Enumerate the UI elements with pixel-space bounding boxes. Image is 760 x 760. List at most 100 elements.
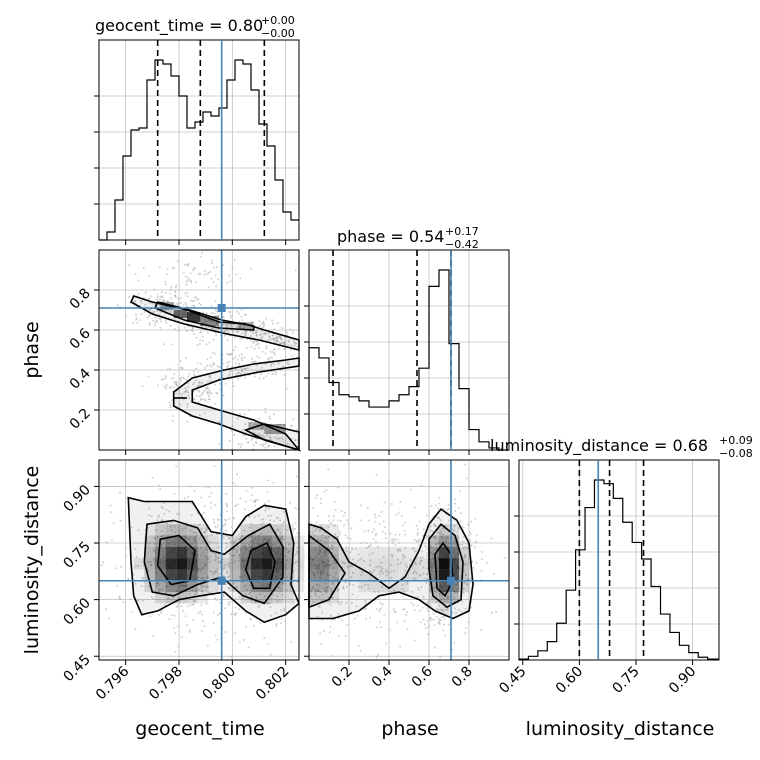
dist-phase-sample-0-324: [463, 554, 466, 557]
phase-geocent-sample-5-28: [251, 436, 254, 439]
phase-geocent-sample-0-3: [133, 300, 136, 303]
dist-phase-sample-0-59: [475, 561, 478, 564]
dist-phase-density-42: [389, 546, 399, 559]
dist-phase-sample-2-54: [418, 574, 421, 577]
dist-phase-sample-1-176: [326, 572, 329, 575]
dist-geocent-sample-1-328: [258, 538, 261, 541]
phase-geocent-sample-2-20: [239, 326, 241, 329]
dist-phase-sample-0-306: [459, 520, 462, 523]
dist-geocent-density-51: [229, 535, 241, 547]
dist-phase-sample-1-121: [319, 591, 322, 593]
dist-geocent-sample-0-52: [181, 584, 184, 587]
dist-geocent-sample-1-58: [264, 595, 267, 598]
phase-geocent-sample-2-93: [255, 355, 258, 358]
dist-phase-sample-2-36: [422, 618, 425, 621]
phase-geocent-sample-1-84: [136, 321, 139, 324]
dist-phase-sample-2-254: [406, 611, 408, 613]
dist-geocent-sample-0-214: [216, 638, 219, 641]
phase-geocent-sample-1-106: [230, 323, 233, 326]
phase-geocent-sample-0-166: [191, 300, 194, 303]
phase-geocent-sample-4-46: [269, 350, 272, 353]
dist-geocent-density-19: [165, 524, 177, 536]
phase-geocent-sample-1-141: [214, 315, 217, 317]
dist-phase-sample-1-57: [313, 573, 316, 576]
phase-geocent-sample-1-94: [199, 331, 202, 334]
phase-geocent-sample-6-15: [209, 270, 212, 273]
dist-phase-sample-1-59: [314, 590, 317, 593]
dist-geocent-sample-1-82: [269, 544, 272, 547]
dist-phase-sample-0-269: [417, 539, 420, 542]
phase-geocent-sample-3-66: [215, 392, 218, 394]
phase-geocent-sample-2-52: [250, 345, 253, 348]
dist-geocent-sample-0-130: [198, 523, 201, 526]
phase-geocent-sample-4-0: [236, 377, 239, 380]
dist-geocent-sample-2-12: [229, 600, 232, 603]
dist-geocent-sample-1-296: [268, 539, 271, 542]
dist-geocent-sample-0-24: [173, 539, 175, 542]
dist-phase-sample-0-223: [424, 627, 427, 629]
dist-phase-sample-1-222: [331, 597, 334, 599]
dist-geocent-sample-1-149: [223, 524, 226, 527]
dist-phase-sample-0-8: [446, 596, 449, 598]
dist-geocent-sample-1-225: [283, 520, 286, 523]
dist-phase-sample-0-38: [439, 656, 442, 659]
dist-phase-sample-0-245: [457, 552, 460, 555]
dist-geocent-sample-2-115: [225, 504, 228, 507]
dist-phase-sample-0-78: [416, 533, 419, 536]
dist-geocent-sample-2-166: [161, 519, 164, 522]
dist-phase-sample-1-51: [321, 534, 324, 537]
dist-phase-density-38: [379, 546, 389, 559]
dist-geocent-sample-1-45: [229, 562, 232, 565]
dist-geocent-sample-1-264: [266, 540, 269, 543]
dist-geocent-sample-1-143: [258, 534, 260, 537]
phase-geocent-sample-0-137: [152, 310, 155, 313]
dist-phase-sample-0-185: [443, 634, 446, 637]
dist-phase-sample-2-137: [394, 610, 397, 613]
dist-hist-frame: [518, 459, 720, 661]
phase-geocent-sample-5-96: [296, 429, 299, 431]
dist-geocent-sample-0-101: [200, 554, 203, 557]
phase-geocent-sample-4-87: [234, 356, 237, 359]
dist-phase-sample-1-147: [327, 581, 330, 584]
dist-phase-density-74: [459, 569, 469, 581]
phase-geocent-sample-5-75: [292, 418, 295, 421]
phase-geocent-sample-6-31: [173, 267, 175, 270]
dist-phase-sample-1-98: [339, 569, 341, 572]
dist-phase-sample-2-94: [430, 619, 433, 622]
dist-phase-sample-2-292: [378, 522, 381, 525]
dist-phase-sample-2-66: [325, 536, 328, 539]
dist-geocent-sample-1-171: [264, 509, 267, 512]
dist-geocent-sample-1-142: [288, 550, 290, 553]
phase-geocent-sample-2-26: [262, 333, 265, 336]
dist-phase-density-46: [399, 546, 409, 559]
dist-geocent-sample-1-24: [258, 543, 261, 546]
dist-geocent-sample-1-128: [275, 625, 278, 628]
dist-phase-sample-1-245: [329, 614, 332, 617]
dist-phase-sample-2-183: [331, 544, 333, 547]
phase-geocent-sample-0-156: [155, 320, 158, 323]
dist-phase-sample-1-191: [324, 565, 326, 568]
phase-geocent-sample-1-114: [229, 325, 232, 328]
dist-phase-sample-2-76: [403, 590, 406, 593]
dist-phase-density-36: [379, 569, 389, 581]
phase-geocent-sample-4-106: [228, 373, 231, 376]
phase-geocent-sample-2-42: [265, 317, 268, 320]
dist-phase-sample-2-218: [344, 511, 346, 514]
dist-geocent-sample-0-159: [195, 589, 198, 592]
dist-phase-sample-1-10: [318, 584, 321, 587]
dist-phase-sample-2-228: [379, 565, 382, 568]
phase-geocent-density-3: [200, 316, 219, 326]
phase-geocent-sample-6-9: [211, 262, 214, 265]
dist-phase-frame: [308, 459, 510, 661]
dist-phase-sample-2-57: [357, 559, 360, 562]
phase-geocent-sample-3-5: [168, 386, 171, 389]
dist-geocent-sample-0-111: [107, 617, 110, 620]
phase-geocent-sample-0-144: [164, 291, 167, 294]
dist-phase-density-37: [379, 558, 389, 570]
phase-geocent-sample-1-47: [204, 318, 206, 321]
dist-phase-sample-2-272: [355, 605, 358, 607]
dist-phase-sample-2-22: [375, 608, 378, 611]
dist-geocent-density-40: [197, 524, 209, 536]
phase-geocent-frame: [98, 249, 300, 451]
dist-phase-sample-0-224: [420, 559, 423, 562]
